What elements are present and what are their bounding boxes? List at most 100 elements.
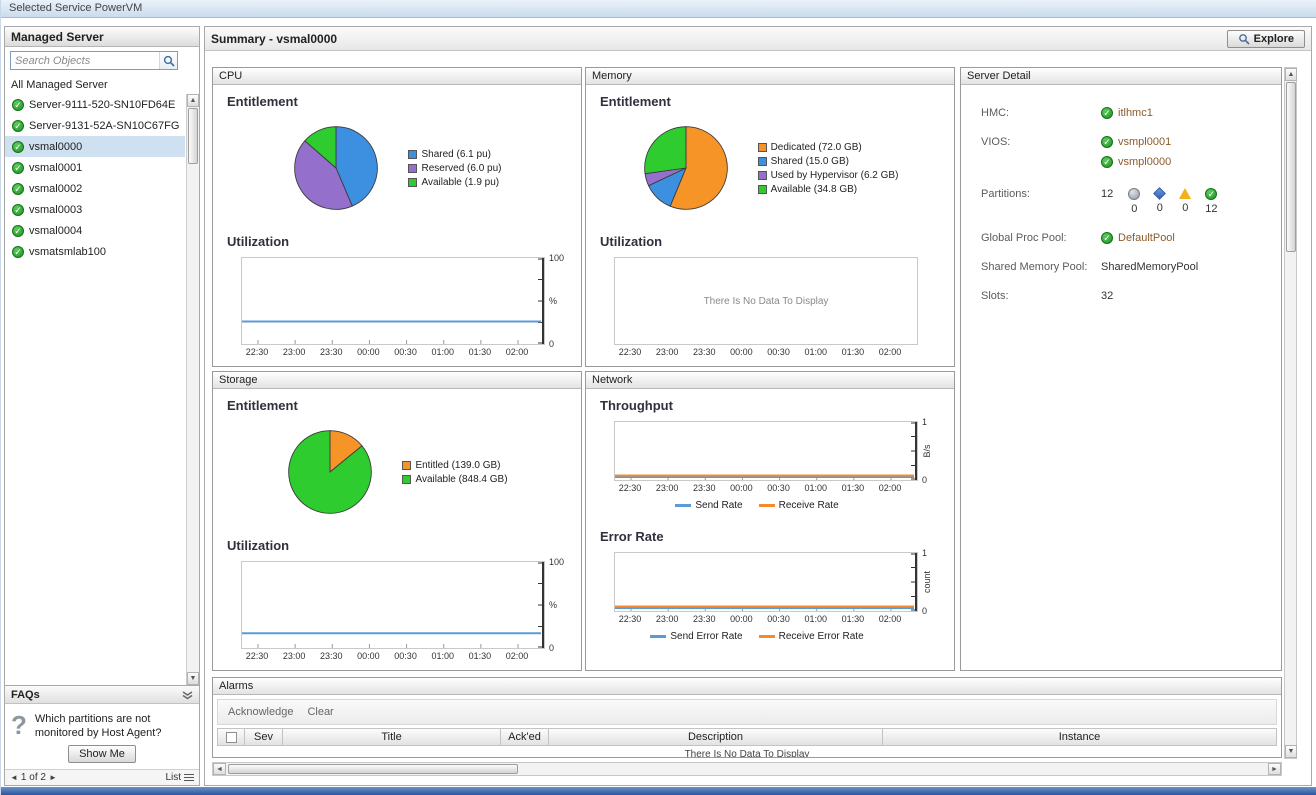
server-detail-title: Server Detail	[961, 68, 1281, 85]
legend-label: Receive Rate	[779, 500, 839, 511]
status-ok-icon: ✓	[12, 246, 24, 258]
x-tick-label: 00:00	[357, 651, 380, 661]
no-data-message: There Is No Data To Display	[615, 258, 917, 344]
next-page-icon[interactable]: ►	[49, 773, 57, 782]
collapse-chevron-icon[interactable]	[182, 690, 193, 700]
list-view-button[interactable]: List	[165, 772, 194, 783]
x-tick-label: 00:30	[394, 347, 417, 357]
network-panel: Network Throughput 1B/s0 22:3023:0023:30…	[585, 371, 955, 671]
alarm-column-description[interactable]: Description	[549, 728, 883, 746]
slots-value: 32	[1101, 290, 1113, 302]
slots-label: Slots:	[981, 290, 1101, 302]
select-all-checkbox[interactable]	[226, 732, 237, 743]
server-item[interactable]: ✓vsmal0003	[5, 199, 185, 220]
fatal-status-icon	[1153, 187, 1166, 200]
acknowledge-button[interactable]: Acknowledge	[228, 706, 293, 718]
x-tick-label: 22:30	[619, 483, 642, 493]
scroll-right-icon[interactable]: ►	[1268, 763, 1281, 775]
x-tick-label: 00:30	[767, 347, 790, 357]
vios-link[interactable]: vsmpl0001	[1118, 136, 1171, 148]
alarm-column-acked[interactable]: Ack'ed	[501, 728, 549, 746]
x-tick-label: 01:30	[842, 347, 865, 357]
scrollbar-thumb[interactable]	[228, 764, 518, 774]
x-tick-label: 00:00	[357, 347, 380, 357]
server-item[interactable]: ✓vsmal0001	[5, 157, 185, 178]
vertical-scrollbar[interactable]: ▲ ▼	[1284, 67, 1297, 759]
clear-button[interactable]: Clear	[307, 706, 333, 718]
status-ok-icon: ✓	[1101, 107, 1113, 119]
faq-question: Which partitions are not monitored by Ho…	[35, 710, 193, 740]
legend-item: Used by Hypervisor (6.2 GB)	[758, 170, 899, 181]
legend-label: Available (848.4 GB)	[415, 474, 507, 485]
legend-item: Entitled (139.0 GB)	[402, 460, 507, 471]
scrollbar-thumb[interactable]	[188, 108, 198, 164]
server-name: vsmal0004	[29, 225, 82, 237]
server-item[interactable]: ✓Server-9111-520-SN10FD64E	[5, 94, 185, 115]
status-ok-icon: ✓	[12, 183, 24, 195]
scroll-down-icon[interactable]: ▼	[1285, 745, 1297, 758]
scrollbar-thumb[interactable]	[1286, 82, 1296, 252]
status-ok-icon: ✓	[12, 204, 24, 216]
search-input[interactable]	[11, 54, 159, 68]
x-tick-label: 02:00	[879, 483, 902, 493]
shared-memory-pool-value: SharedMemoryPool	[1101, 261, 1198, 273]
server-name: Server-9131-52A-SN10C67FG	[29, 120, 179, 132]
show-me-button[interactable]: Show Me	[68, 745, 136, 763]
x-tick-label: 00:00	[730, 483, 753, 493]
x-tick-label: 23:00	[283, 651, 306, 661]
summary-dashboard: Summary - vsmal0000 Explore CPU Entitlem…	[204, 26, 1312, 786]
cpu-utilization-heading: Utilization	[227, 234, 581, 249]
select-all-cell	[217, 728, 245, 746]
explore-button[interactable]: Explore	[1227, 30, 1305, 48]
alarm-column-title[interactable]: Title	[283, 728, 501, 746]
managed-server-sidebar: Managed Server All Managed Server ✓Serve…	[4, 26, 200, 786]
server-list: ✓Server-9111-520-SN10FD64E✓Server-9131-5…	[5, 94, 185, 685]
network-panel-title: Network	[586, 372, 954, 389]
horizontal-scrollbar[interactable]: ◄ ►	[212, 762, 1282, 776]
x-tick-label: 01:00	[431, 347, 454, 357]
scroll-left-icon[interactable]: ◄	[213, 763, 226, 775]
x-tick-label: 00:30	[767, 483, 790, 493]
sidebar-title: Managed Server	[5, 27, 199, 47]
status-ok-icon: ✓	[1101, 136, 1113, 148]
legend-swatch-icon	[408, 164, 417, 173]
search-icon[interactable]	[159, 52, 177, 69]
memory-utilization-chart: There Is No Data To Display 22:3023:0023…	[614, 257, 944, 359]
x-tick-label: 02:00	[879, 614, 902, 624]
server-item[interactable]: ✓vsmal0000	[5, 136, 185, 157]
vios-label: VIOS:	[981, 136, 1101, 171]
vios-link[interactable]: vsmpl0000	[1118, 156, 1171, 168]
alarm-column-instance[interactable]: Instance	[883, 728, 1277, 746]
legend-label: Receive Error Rate	[779, 631, 864, 642]
legend-item: Receive Error Rate	[759, 631, 864, 642]
faqs-panel: FAQs ? Which partitions are not monitore…	[5, 685, 199, 785]
scroll-down-icon[interactable]: ▼	[187, 672, 199, 685]
global-proc-pool-link[interactable]: DefaultPool	[1118, 232, 1175, 244]
server-item[interactable]: ✓vsmal0004	[5, 220, 185, 241]
x-tick-label: 23:30	[693, 347, 716, 357]
x-tick-label: 01:30	[842, 483, 865, 493]
dashboard-body: CPU Entitlement Shared (6.1 pu)Reserved …	[205, 51, 1311, 785]
warning-status-icon	[1179, 188, 1191, 199]
explore-label: Explore	[1254, 33, 1294, 45]
server-item[interactable]: ✓Server-9131-52A-SN10C67FG	[5, 115, 185, 136]
legend-swatch-icon	[402, 475, 411, 484]
legend-label: Send Error Rate	[670, 631, 742, 642]
search-area	[5, 47, 199, 74]
storage-panel-title: Storage	[213, 372, 581, 389]
scroll-up-icon[interactable]: ▲	[1285, 68, 1297, 81]
alarm-column-sev[interactable]: Sev	[245, 728, 283, 746]
sidebar-scrollbar[interactable]: ▲ ▼	[186, 94, 199, 685]
server-group-label: All Managed Server	[5, 74, 199, 94]
partitions-status: 000✓12	[1128, 188, 1217, 215]
legend-item: Receive Rate	[759, 500, 839, 511]
network-error-rate-chart: 1count0 22:3023:0023:3000:0000:3001:0001…	[614, 552, 944, 626]
scroll-up-icon[interactable]: ▲	[187, 94, 199, 107]
cpu-entitlement-pie-chart	[292, 124, 380, 212]
legend-swatch-icon	[758, 143, 767, 152]
server-item[interactable]: ✓vsmatsmlab100	[5, 241, 185, 262]
prev-page-icon[interactable]: ◄	[10, 773, 18, 782]
hmc-link[interactable]: itlhmc1	[1118, 107, 1153, 119]
legend-item: Shared (15.0 GB)	[758, 156, 899, 167]
server-item[interactable]: ✓vsmal0002	[5, 178, 185, 199]
